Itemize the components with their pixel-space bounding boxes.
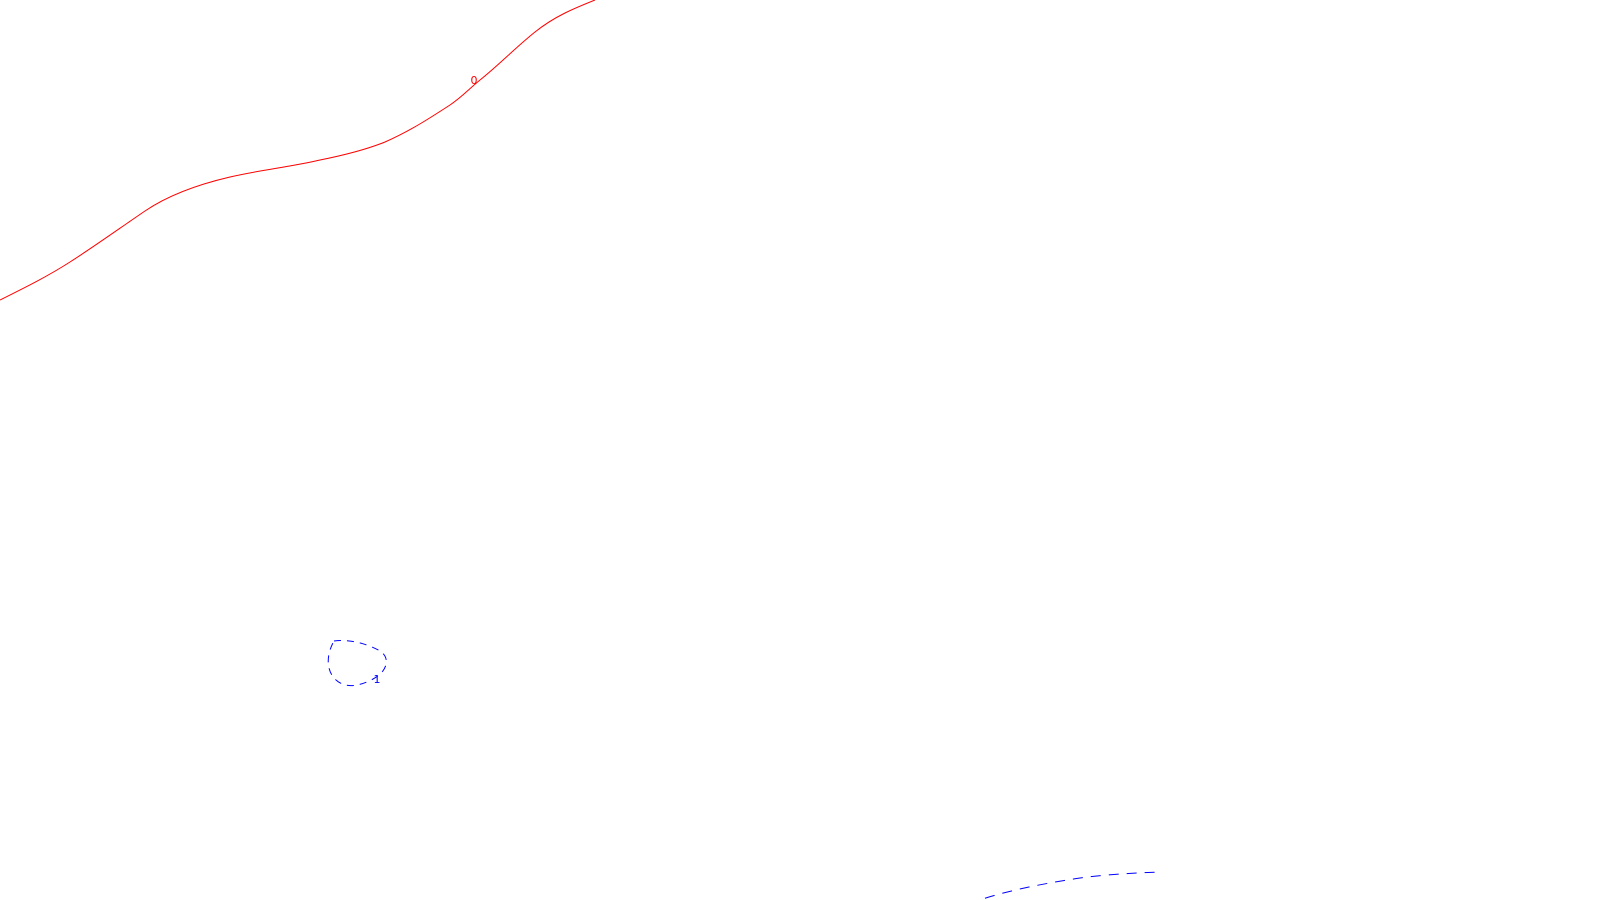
contour-label-one: 1: [374, 673, 381, 686]
contour-line-one-loop: [327, 640, 387, 686]
contour-label-zero: 0: [471, 74, 478, 87]
contour-line-one-bottom: [977, 871, 1161, 900]
contour-line-zero: [0, 0, 596, 301]
